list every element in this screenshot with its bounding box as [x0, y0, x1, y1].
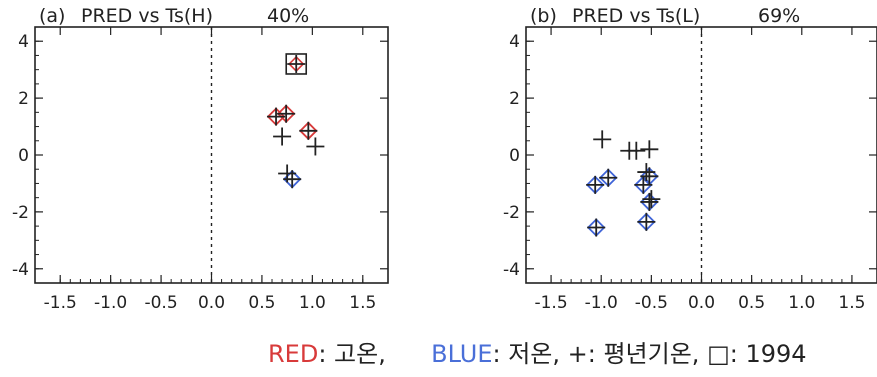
plus-marker — [586, 175, 605, 194]
plus-marker — [640, 140, 659, 159]
plus-marker — [587, 218, 606, 237]
plus-marker — [273, 127, 292, 146]
y-tick-label: 4 — [18, 32, 29, 52]
y-tick-label: -2 — [12, 203, 29, 223]
panel-label: (b) — [530, 5, 557, 27]
x-tick-label: 0.0 — [688, 293, 715, 313]
legend: RED: 고온, BLUE: 저온, +: 평년기온, □: 1994 — [268, 334, 807, 369]
y-tick-label: 2 — [18, 89, 29, 109]
plus-marker — [640, 192, 659, 211]
plus-marker — [642, 190, 661, 209]
plus-marker — [278, 164, 297, 183]
legend-red-key: RED — [268, 340, 319, 368]
y-tick-label: -2 — [503, 203, 520, 223]
plus-marker — [593, 130, 612, 149]
x-tick-label: -0.5 — [144, 293, 177, 313]
y-tick-label: 4 — [509, 32, 520, 52]
plus-marker — [277, 104, 296, 123]
x-tick-label: 0.5 — [248, 293, 275, 313]
plus-marker — [627, 141, 646, 160]
plus-marker — [306, 137, 325, 156]
y-tick-label: 0 — [18, 146, 29, 166]
plus-marker — [299, 121, 318, 140]
panel-percent: 40% — [267, 5, 309, 27]
x-tick-label: 1.0 — [788, 293, 815, 313]
plus-marker — [599, 168, 618, 187]
x-tick-label: 0.0 — [198, 293, 225, 313]
legend-plus-text: +: 평년기온, — [567, 340, 700, 368]
x-tick-label: -0.5 — [635, 293, 668, 313]
x-tick-label: -1.0 — [585, 293, 618, 313]
x-tick-label: -1.5 — [44, 293, 77, 313]
x-tick-label: 1.5 — [349, 293, 376, 313]
plus-marker — [287, 54, 306, 73]
chart-panel-b: (b) PRED vs Ts(L) 69% -1.5 -1.0 -0.5 0.0 0.5 1.0… — [503, 5, 877, 313]
y-tick-label: 2 — [509, 89, 520, 109]
y-tick-label: -4 — [503, 260, 520, 280]
figure: (a) PRED vs Ts(H) 40% -1.5 -1.0 -0.5 0.0 0.5 1.0… — [12, 5, 877, 313]
chart-panel-a: (a) PRED vs Ts(H) 40% -1.5 -1.0 -0.5 0.0 0.5 1.0… — [12, 5, 389, 313]
panel-title: PRED vs Ts(H) — [81, 5, 213, 27]
plus-marker — [267, 107, 286, 126]
x-tick-label: -1.5 — [534, 293, 567, 313]
x-tick-label: 1.5 — [838, 293, 865, 313]
x-tick-label: 1.0 — [299, 293, 326, 313]
legend-blue-text: : 저온, — [492, 340, 561, 368]
panel-percent: 69% — [758, 5, 800, 27]
y-tick-label: -4 — [12, 260, 29, 280]
x-tick-label: 0.5 — [738, 293, 765, 313]
plus-marker — [637, 212, 656, 231]
panel-title: PRED vs Ts(L) — [572, 5, 700, 27]
y-tick-label: 0 — [509, 146, 520, 166]
plus-marker — [637, 163, 656, 182]
panel-label: (a) — [39, 5, 65, 27]
legend-blue-key: BLUE — [431, 340, 493, 368]
legend-square-text: □: 1994 — [707, 340, 807, 368]
year-1994-square-marker — [285, 53, 308, 75]
x-tick-label: -1.0 — [94, 293, 127, 313]
plus-marker — [640, 167, 659, 186]
legend-red-text: : 고온, — [318, 340, 386, 368]
